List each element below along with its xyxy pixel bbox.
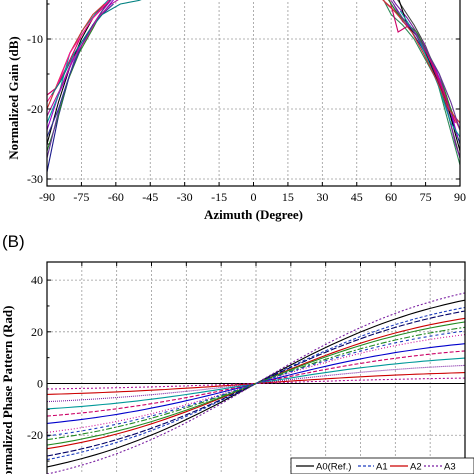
panel-a-x-tick-label: -15: [211, 190, 227, 204]
panel-a-y-tick-label: -10: [27, 32, 43, 46]
panel-a-x-tick-label: 75: [420, 190, 432, 204]
panel-a-x-tick-label: -75: [73, 190, 89, 204]
panel-b-grid: [47, 262, 465, 474]
panel-a-x-tick-label: 60: [385, 190, 397, 204]
panel-a-x-tick-label: -90: [39, 190, 55, 204]
panel-a-x-tick-label: 15: [282, 190, 294, 204]
panel-a-series: [46, 0, 461, 173]
panel-b-y-tick-label: 0: [37, 377, 43, 391]
panel-b-series-line: [46, 321, 466, 446]
legend-box: [290, 457, 474, 474]
panel-a-x-tick-label: 90: [454, 190, 466, 204]
panel-a-series-line: [382, 0, 461, 124]
panel-a-series-line: [46, 0, 112, 145]
panel-a-series-line: [399, 10, 461, 138]
panel-a-series-line: [46, 0, 110, 124]
panel-a-x-tick-label: 0: [251, 190, 257, 204]
panel-a-gain-chart: -90 -75 -60 -45 -30 -15 0 15 30 45 60 75 90 -10 -20 -30…: [6, 0, 466, 222]
panel-a-grid: [47, 0, 460, 186]
panel-a-x-tick-label: 30: [316, 190, 328, 204]
panel-a-x-tick-label: 45: [351, 190, 363, 204]
panel-a-series-line: [382, 0, 461, 166]
panel-b-series-line: [46, 330, 466, 437]
panel-a-series-line: [46, 0, 119, 117]
panel-b-y-tick-label: -20: [27, 428, 43, 442]
legend-label-a0: A0(Ref.): [316, 462, 351, 473]
panel-a-series-line: [392, 0, 461, 159]
legend-label-a2: A2: [410, 462, 422, 473]
panel-b-y-axis-label: Normalized Phase Pattern (Rad): [0, 306, 15, 474]
panel-a-x-tick-label: -45: [142, 190, 158, 204]
panel-a-series-line: [390, 0, 461, 131]
panel-a-y-axis-label: Normalized Gain (dB): [6, 36, 21, 160]
panel-a-x-axis-label: Azimuth (Degree): [204, 207, 303, 222]
panel-b-ticks: 40 20 0 -20: [27, 262, 431, 462]
panel-b-y-tick-label: 20: [31, 325, 43, 339]
panel-b-series-line: [46, 306, 466, 461]
panel-b-y-tick-label: 40: [31, 273, 43, 287]
panel-b-legend: A0(Ref.) A1 A2 A3: [290, 457, 474, 474]
panel-b-letter: (B): [2, 232, 25, 251]
panel-a-ticks: -90 -75 -60 -45 -30 -15 0 15 30 45 60 75 90 -10 -20 -30: [27, 3, 466, 204]
legend-label-a1: A1: [376, 462, 388, 473]
panel-a-y-tick-label: -30: [27, 172, 43, 186]
panel-a-x-tick-label: -60: [108, 190, 124, 204]
panel-a-y-tick-label: -20: [27, 102, 43, 116]
panel-b-series: [46, 292, 466, 474]
panel-a-series-line: [46, 0, 112, 159]
legend-label-a3: A3: [444, 462, 456, 473]
panel-a-x-tick-label: -30: [177, 190, 193, 204]
